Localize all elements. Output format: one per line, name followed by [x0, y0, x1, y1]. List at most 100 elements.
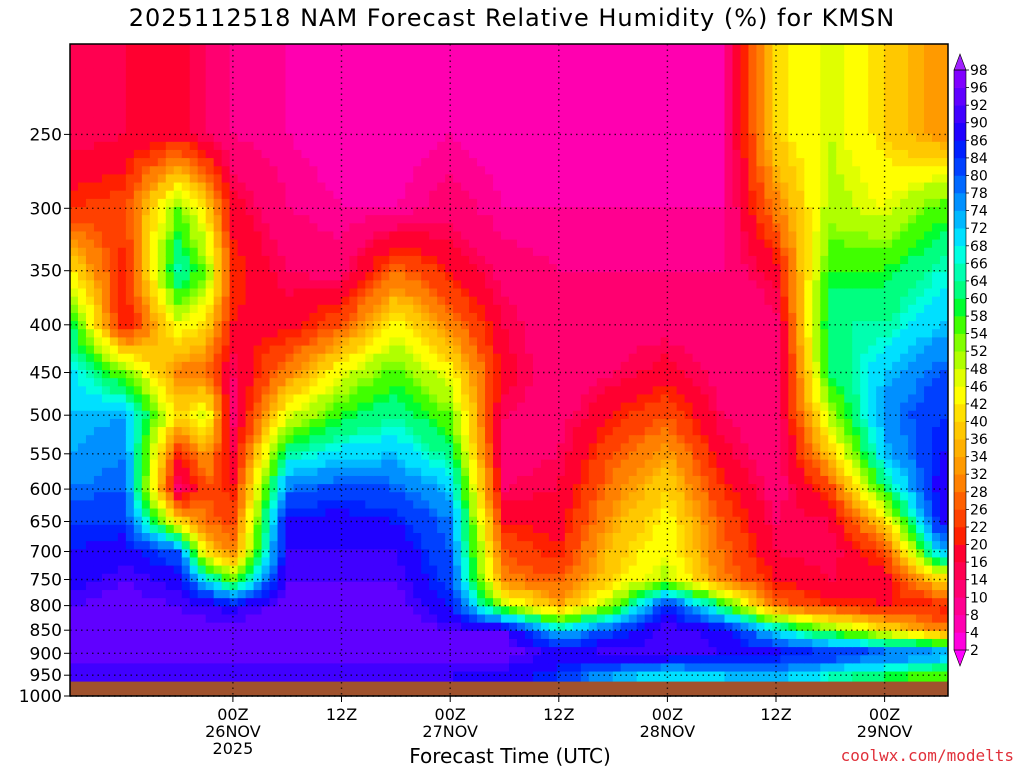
heatmap-cell: [405, 524, 414, 534]
heatmap-cell: [461, 524, 470, 534]
heatmap-cell: [341, 524, 350, 534]
heatmap-cell: [189, 630, 199, 640]
heatmap-cell: [325, 60, 334, 70]
heatmap-cell: [149, 378, 159, 387]
heatmap-cell: [373, 92, 382, 102]
heatmap-cell: [532, 329, 542, 338]
heatmap-cell: [221, 231, 231, 241]
heatmap-cell: [524, 378, 534, 387]
heatmap-cell: [173, 606, 183, 616]
heatmap-cell: [221, 117, 231, 127]
heatmap-cell: [197, 630, 207, 640]
heatmap-cell: [93, 133, 103, 143]
heatmap-cell: [373, 467, 382, 477]
heatmap-cell: [325, 337, 334, 347]
heatmap-cell: [524, 166, 534, 175]
heatmap-cell: [365, 622, 374, 632]
heatmap-cell: [165, 630, 175, 640]
heatmap-cell: [389, 239, 398, 249]
heatmap-cell: [221, 590, 231, 599]
heatmap-cell: [141, 541, 151, 550]
heatmap-cell: [564, 190, 574, 200]
heatmap-cell: [77, 524, 87, 534]
heatmap-cell: [453, 207, 462, 216]
heatmap-cell: [93, 451, 103, 461]
heatmap-cell: [205, 125, 215, 135]
heatmap-cell: [477, 239, 486, 249]
heatmap-cell: [461, 288, 470, 298]
heatmap-cell: [405, 549, 414, 559]
heatmap-cell: [293, 394, 303, 404]
heatmap-cell: [477, 182, 486, 192]
heatmap-cell: [261, 329, 271, 338]
heatmap-cell: [421, 361, 430, 371]
heatmap-cell: [93, 345, 103, 355]
heatmap-cell: [93, 280, 103, 290]
heatmap-cell: [269, 590, 279, 599]
heatmap-cell: [413, 296, 422, 306]
heatmap-cell: [109, 655, 119, 664]
heatmap-cell: [109, 264, 119, 273]
heatmap-cell: [229, 598, 239, 607]
heatmap-cell: [564, 182, 574, 192]
heatmap-cell: [221, 541, 231, 550]
heatmap-cell: [524, 386, 534, 396]
heatmap-cell: [149, 76, 159, 86]
heatmap-cell: [141, 614, 151, 624]
heatmap-cell: [213, 647, 223, 656]
heatmap-cell: [341, 231, 350, 241]
heatmap-cell: [556, 663, 566, 673]
heatmap-cell: [189, 280, 199, 290]
heatmap-cell: [524, 418, 534, 428]
heatmap-cell: [397, 557, 406, 567]
heatmap-cell: [77, 84, 87, 94]
heatmap-cell: [532, 459, 542, 469]
heatmap-cell: [461, 52, 470, 61]
heatmap-cell: [333, 581, 342, 591]
heatmap-cell: [165, 475, 175, 485]
heatmap-cell: [85, 402, 95, 412]
heatmap-cell: [253, 370, 263, 379]
heatmap-cell: [269, 329, 279, 338]
heatmap-cell: [365, 239, 374, 249]
heatmap-cell: [469, 647, 478, 656]
heatmap-cell: [77, 117, 87, 127]
heatmap-cell: [357, 622, 366, 632]
heatmap-cell: [381, 321, 390, 330]
heatmap-cell: [556, 288, 566, 298]
heatmap-cell: [421, 638, 430, 648]
heatmap-cell: [461, 467, 470, 477]
heatmap-cell: [141, 638, 151, 648]
heatmap-cell: [365, 598, 374, 607]
heatmap-cell: [485, 84, 494, 94]
heatmap-cell: [453, 475, 462, 485]
heatmap-cell: [77, 638, 87, 648]
heatmap-cell: [261, 590, 271, 599]
heatmap-cell: [277, 68, 287, 78]
heatmap-cell: [349, 345, 358, 355]
heatmap-cell: [437, 459, 446, 469]
heatmap-cell: [261, 492, 271, 501]
heatmap-cell: [197, 223, 207, 233]
heatmap-cell: [485, 492, 494, 501]
heatmap-cell: [357, 288, 366, 298]
heatmap-cell: [485, 394, 494, 404]
heatmap-cell: [301, 182, 311, 192]
heatmap-cell: [173, 272, 183, 281]
heatmap-cell: [421, 622, 430, 632]
heatmap-cell: [325, 239, 334, 249]
heatmap-cell: [445, 207, 454, 216]
heatmap-cell: [325, 573, 334, 583]
heatmap-cell: [477, 353, 486, 363]
heatmap-cell: [421, 614, 430, 624]
heatmap-cell: [277, 500, 287, 510]
heatmap-cell: [277, 598, 287, 607]
heatmap-cell: [317, 198, 327, 208]
heatmap-cell: [133, 394, 143, 404]
heatmap-cell: [269, 492, 279, 501]
heatmap-cell: [213, 231, 223, 241]
heatmap-cell: [397, 109, 406, 118]
heatmap-cell: [77, 451, 87, 461]
heatmap-cell: [325, 402, 334, 412]
heatmap-cell: [357, 345, 366, 355]
